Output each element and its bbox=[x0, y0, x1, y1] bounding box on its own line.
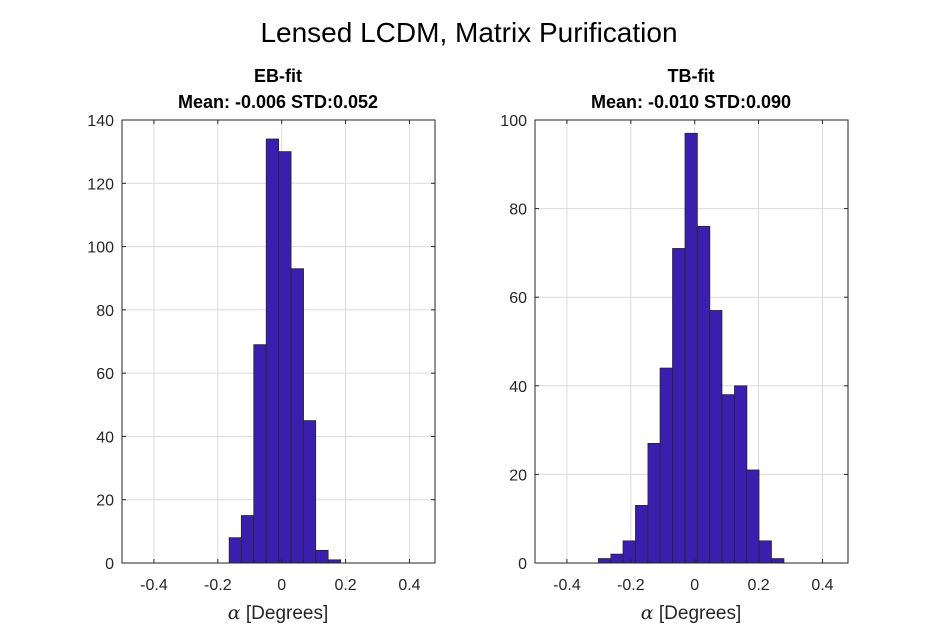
eb-fit-bar bbox=[228, 537, 242, 564]
eb-fit-y-tick-label: 0 bbox=[105, 556, 114, 573]
tb-fit-x-tick-label: -0.4 bbox=[553, 577, 581, 594]
eb-fit-x-tick-label: 0.2 bbox=[334, 577, 356, 594]
eb-fit-bar bbox=[265, 138, 280, 564]
tb-fit-bar bbox=[746, 469, 760, 564]
eb-fit-title: EB-fit bbox=[254, 66, 302, 86]
eb-fit-y-tick-label: 20 bbox=[96, 493, 114, 510]
eb-fit-bar bbox=[240, 515, 255, 564]
tb-fit-bar bbox=[598, 558, 612, 564]
eb-fit-y-tick-label: 140 bbox=[87, 113, 114, 130]
tb-fit-bar bbox=[610, 553, 624, 564]
eb-fit-y-tick-label: 60 bbox=[96, 366, 114, 383]
tb-fit-y-tick-label: 60 bbox=[509, 290, 527, 307]
eb-fit-x-tick-label: 0 bbox=[277, 577, 286, 594]
tb-fit-y-tick-label: 0 bbox=[518, 556, 527, 573]
tb-fit-bar bbox=[709, 310, 723, 564]
tb-fit-y-tick-label: 100 bbox=[500, 113, 527, 130]
tb-fit-bar bbox=[684, 132, 698, 564]
tb-fit-y-tick-label: 40 bbox=[509, 379, 527, 396]
tb-fit-histogram: TB-fit Mean: -0.010 STD:0.090 -0.4 -0.2 0 0… bbox=[500, 66, 849, 624]
tb-fit-y-tick-label: 20 bbox=[509, 467, 527, 484]
eb-fit-subtitle: Mean: -0.006 STD:0.052 bbox=[178, 92, 378, 112]
eb-fit-x-tick-label: -0.4 bbox=[140, 577, 168, 594]
eb-fit-bar bbox=[302, 420, 317, 564]
eb-fit-x-tick-label: -0.2 bbox=[204, 577, 232, 594]
eb-fit-x-axis-label: α [Degrees] bbox=[228, 602, 329, 624]
tb-fit-bar bbox=[659, 367, 673, 564]
eb-fit-y-tick-label: 120 bbox=[87, 176, 114, 193]
tb-fit-bar bbox=[647, 442, 661, 564]
tb-fit-x-tick-label: 0.2 bbox=[747, 577, 769, 594]
eb-fit-histogram: EB-fit Mean: -0.006 STD:0.052 -0.4 -0.2 0 0… bbox=[87, 66, 436, 624]
tb-fit-x-tick-label: -0.2 bbox=[617, 577, 645, 594]
eb-fit-y-tick-label: 80 bbox=[96, 303, 114, 320]
tb-fit-y-tick-label: 80 bbox=[509, 202, 527, 219]
tb-fit-bar bbox=[734, 385, 748, 564]
tb-fit-bar bbox=[721, 394, 735, 564]
tb-fit-x-tick-label: 0 bbox=[690, 577, 699, 594]
tb-fit-title: TB-fit bbox=[668, 66, 715, 86]
eb-fit-axes-box bbox=[121, 119, 436, 564]
eb-fit-y-tick-label: 40 bbox=[96, 429, 114, 446]
tb-fit-subtitle: Mean: -0.010 STD:0.090 bbox=[591, 92, 791, 112]
eb-fit-bar bbox=[315, 549, 329, 564]
tb-fit-bar bbox=[758, 540, 772, 564]
tb-fit-x-tick-label: 0.4 bbox=[811, 577, 833, 594]
tb-fit-bar bbox=[771, 558, 785, 564]
eb-fit-bar bbox=[253, 344, 267, 564]
eb-fit-bar bbox=[290, 268, 304, 564]
eb-fit-bar bbox=[278, 151, 292, 564]
tb-fit-bar bbox=[672, 248, 686, 564]
tb-fit-bar bbox=[697, 225, 711, 564]
eb-fit-y-tick-label: 100 bbox=[87, 240, 114, 257]
tb-fit-x-axis-label: α [Degrees] bbox=[641, 602, 742, 624]
eb-fit-x-tick-label: 0.4 bbox=[398, 577, 420, 594]
tb-fit-bar bbox=[635, 505, 649, 564]
figure-title: Lensed LCDM, Matrix Purification bbox=[260, 17, 677, 48]
tb-fit-bar bbox=[622, 540, 636, 564]
tb-fit-axes-box bbox=[534, 119, 849, 564]
